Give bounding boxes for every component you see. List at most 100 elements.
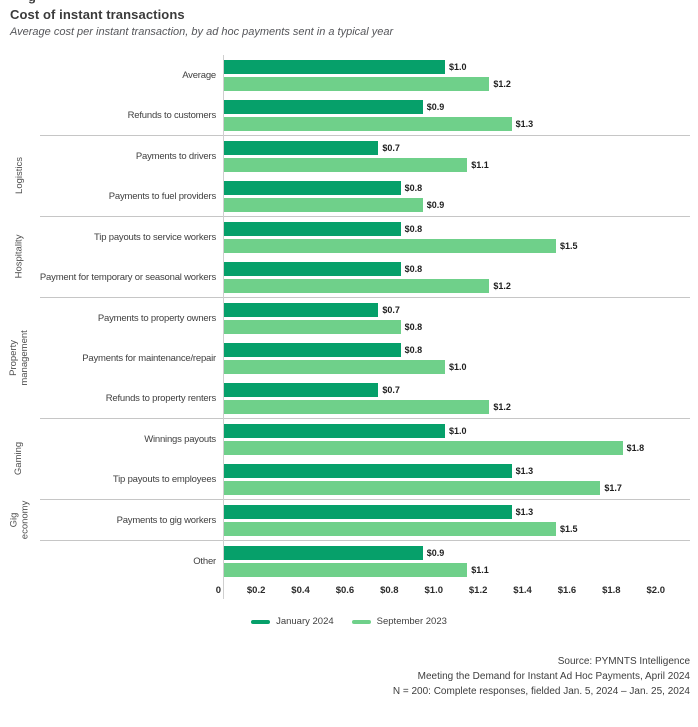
bar-value-label: $0.9	[426, 199, 445, 210]
group-label-cell: Logistics	[0, 135, 40, 216]
group-label-cell: Gig economy	[0, 499, 40, 540]
legend: January 2024 September 2023	[0, 616, 698, 627]
row-bars: $1.0 $1.2	[223, 59, 690, 91]
group-label-cell: Hospitality	[0, 216, 40, 297]
row-label-text: Average	[182, 69, 216, 81]
legend-item: January 2024	[251, 616, 334, 627]
bar-line: $0.9	[223, 197, 690, 212]
chart-row: Refunds to property renters $0.7 $1.2	[40, 378, 690, 418]
bar-value-label: $0.8	[404, 321, 423, 332]
bar-value-label: $0.9	[426, 547, 445, 558]
row-bars: $1.3 $1.5	[223, 504, 690, 536]
row-label: Tip payouts to employees	[40, 474, 223, 485]
bar-line: $1.1	[223, 157, 690, 172]
bar-line: $1.3	[223, 463, 690, 478]
bar-january-2024	[223, 504, 512, 519]
group-rows: Average $1.0 $1.2 Refunds to customers $0.9 $…	[40, 55, 690, 135]
row-bars: $0.9 $1.1	[223, 545, 690, 577]
row-bars: $1.0 $1.8	[223, 423, 690, 455]
chart-group: Gaming Winnings payouts $1.0 $1.8 Tip payout…	[0, 418, 698, 499]
footer-report-line: Meeting the Demand for Instant Ad Hoc Pa…	[417, 671, 690, 682]
row-label: Payments to fuel providers	[40, 191, 223, 202]
page-subtitle: Average cost per instant transaction, by…	[10, 26, 394, 38]
bar-value-label: $1.0	[449, 361, 467, 372]
bar-line: $0.9	[223, 99, 690, 114]
chart-row: Other $0.9 $1.1	[40, 541, 690, 581]
row-label: Payments to property owners	[40, 313, 223, 324]
bar-january-2024	[223, 99, 423, 114]
bar-september-2023	[223, 76, 490, 91]
group-label: Hospitality	[13, 234, 25, 279]
bar-september-2023	[223, 278, 490, 293]
clipped-text-artifact: g	[28, 0, 50, 5]
x-tick-label: $0.4	[291, 585, 310, 596]
group-label-cell: Gaming	[0, 418, 40, 499]
group-label: Logistics	[13, 157, 25, 194]
row-label: Payment for temporary or seasonal worker…	[40, 272, 223, 283]
bar-value-label: $1.8	[626, 442, 645, 453]
group-rows: Other $0.9 $1.1	[40, 540, 690, 581]
chart-row: Payments to gig workers $1.3 $1.5	[40, 500, 690, 540]
row-label-text: Refunds to customers	[127, 109, 217, 121]
bar-january-2024	[223, 342, 401, 357]
bar-september-2023	[223, 197, 423, 212]
bar-january-2024	[223, 221, 401, 236]
x-tick-label: $1.0	[424, 585, 444, 596]
bar-value-label: $0.7	[382, 142, 400, 153]
bar-line: $1.0	[223, 359, 690, 374]
bar-january-2024	[223, 180, 401, 195]
row-label: Refunds to customers	[40, 110, 223, 121]
legend-swatch-september-2023	[351, 619, 371, 624]
row-bars: $0.8 $1.2	[223, 261, 690, 293]
y-axis-line	[223, 55, 224, 599]
bar-line: $0.8	[223, 180, 690, 195]
x-tick-label: $0.2	[246, 585, 266, 596]
bar-line: $1.5	[223, 521, 690, 536]
chart-row: Payments for maintenance/repair $0.8 $1.0	[40, 338, 690, 378]
row-label-text: Tip payouts to service workers	[94, 231, 216, 243]
bar-january-2024	[223, 382, 379, 397]
row-label-text: Refunds to property renters	[105, 392, 216, 404]
bar-value-label: $0.7	[382, 384, 400, 395]
bar-january-2024	[223, 423, 445, 438]
bar-line: $0.8	[223, 319, 690, 334]
chart-groups: Average $1.0 $1.2 Refunds to customers $0.9 $…	[0, 55, 698, 581]
row-bars: $0.8 $1.0	[223, 342, 690, 374]
bar-january-2024	[223, 545, 423, 560]
row-bars: $0.7 $1.1	[223, 140, 690, 172]
bar-value-label: $0.8	[404, 344, 423, 355]
row-label-text: Tip payouts to employees	[112, 473, 216, 485]
x-tick-label: $1.8	[602, 585, 621, 596]
bar-line: $0.7	[223, 382, 690, 397]
row-label-text: Winnings payouts	[144, 433, 216, 445]
chart-row: Payments to drivers $0.7 $1.1	[40, 136, 690, 176]
chart-row: Tip payouts to employees $1.3 $1.7	[40, 459, 690, 499]
group-label-cell	[0, 540, 40, 581]
x-tick-label: $0.8	[380, 585, 399, 596]
x-axis: 0 $0.2 $0.4 $0.6 $0.8 $1.0 $1.2 $1.4 $1.6 $1.8 $2.…	[0, 585, 698, 599]
chart-row: Refunds to customers $0.9 $1.3	[40, 95, 690, 135]
bar-line: $1.0	[223, 59, 690, 74]
group-rows: Payments to gig workers $1.3 $1.5	[40, 499, 690, 540]
row-bars: $0.9 $1.3	[223, 99, 690, 131]
legend-label: September 2023	[376, 616, 447, 627]
x-tick-label: $1.4	[513, 585, 532, 596]
legend-label: January 2024	[276, 616, 334, 627]
row-label: Refunds to property renters	[40, 393, 223, 404]
bar-line: $1.7	[223, 480, 690, 495]
bar-value-label: $0.8	[404, 182, 423, 193]
chart-group: Other $0.9 $1.1	[0, 540, 698, 581]
bar-september-2023	[223, 521, 556, 536]
row-label: Payments to gig workers	[40, 515, 223, 526]
bar-value-label: $0.8	[404, 223, 423, 234]
row-label: Other	[40, 556, 223, 567]
group-label: Property management	[8, 329, 31, 386]
chart-header: Cost of instant transactions Average cos…	[0, 0, 698, 38]
x-tick-label: $2.0	[646, 585, 666, 596]
bar-september-2023	[223, 319, 401, 334]
bar-value-label: $0.8	[404, 263, 423, 274]
bar-line: $1.3	[223, 116, 690, 131]
group-label: Gig economy	[8, 500, 30, 539]
row-label: Payments to drivers	[40, 151, 223, 162]
